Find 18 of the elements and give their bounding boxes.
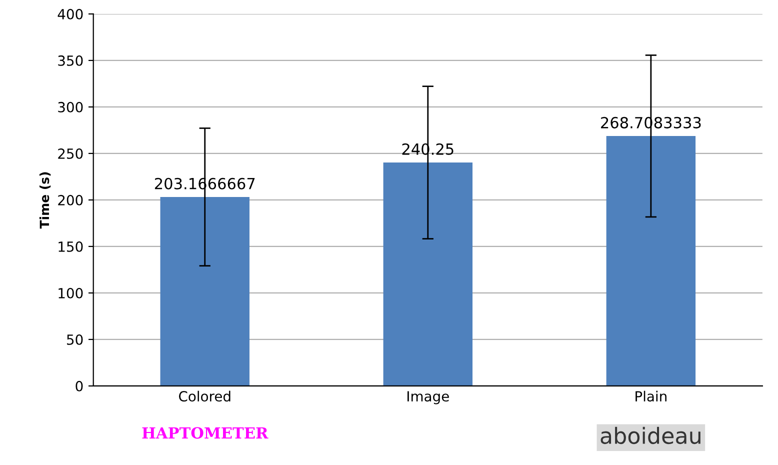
x-tick-label: Image (408, 391, 449, 404)
y-tick-label: 250 (58, 148, 83, 159)
y-tick-label: 150 (58, 241, 83, 252)
y-tick-label: 400 (58, 8, 83, 20)
x-tick-label: Colored (178, 390, 230, 402)
y-tick-label: 300 (58, 102, 83, 112)
y-tick-label: 350 (58, 55, 83, 66)
y-tick-label: 200 (58, 194, 83, 206)
y-tick-label: 100 (58, 288, 83, 298)
text: HAPTOMETER (142, 427, 268, 439)
bar (606, 136, 696, 386)
x-tick-label: Plain (636, 390, 666, 402)
y-tick-label: 50 (67, 334, 83, 345)
y-axis-title: Time (s) (39, 172, 51, 229)
bar (160, 197, 250, 386)
y-tick-label: 0 (76, 380, 83, 392)
text: aboideau (600, 426, 700, 444)
bar (383, 162, 473, 386)
